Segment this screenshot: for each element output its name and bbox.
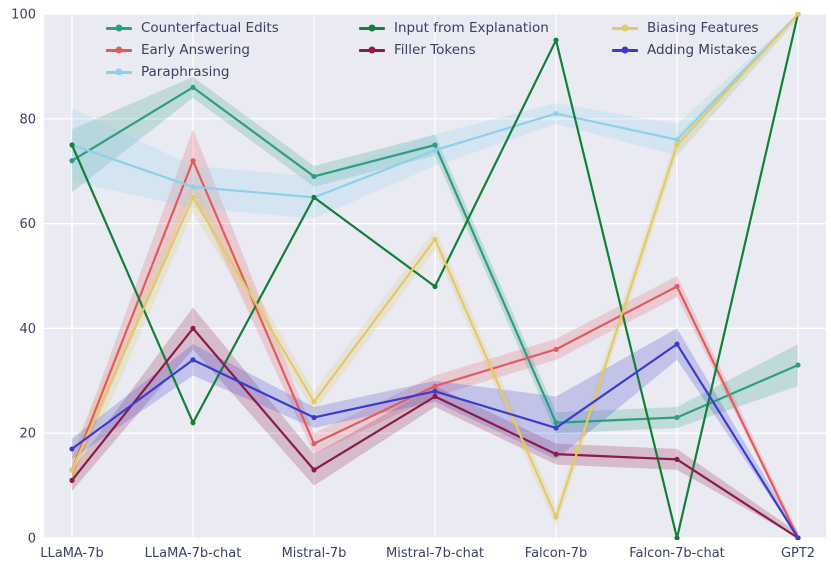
series-point bbox=[674, 456, 680, 462]
y-tick-label: 40 bbox=[19, 322, 36, 337]
series-point bbox=[553, 425, 559, 431]
series-point bbox=[553, 110, 559, 117]
series-point bbox=[190, 420, 196, 426]
series-point bbox=[795, 12, 801, 17]
series-point bbox=[311, 467, 317, 473]
series-point bbox=[674, 535, 680, 540]
series-point bbox=[674, 283, 680, 290]
series-point bbox=[553, 37, 559, 43]
x-tick-label: Falcon-7b-chat bbox=[629, 546, 725, 561]
ci-band bbox=[72, 328, 798, 538]
series-point bbox=[553, 514, 559, 520]
y-tick-label: 80 bbox=[19, 112, 36, 127]
x-tick-label: Mistral-7b bbox=[282, 546, 347, 561]
series-point bbox=[190, 357, 196, 363]
x-tick-label: GPT2 bbox=[781, 546, 815, 561]
series-point bbox=[432, 236, 438, 242]
y-tick-label: 0 bbox=[28, 532, 36, 547]
y-tick-label: 60 bbox=[19, 217, 36, 232]
series-point bbox=[311, 441, 317, 447]
x-tick-label: LLaMA-7b-chat bbox=[145, 546, 242, 561]
series-point bbox=[69, 142, 75, 148]
x-tick-label: LLaMA-7b bbox=[40, 546, 104, 561]
series-point bbox=[311, 414, 317, 421]
series-point bbox=[432, 283, 438, 290]
series-point bbox=[553, 451, 559, 457]
series-point bbox=[432, 147, 438, 153]
series-point bbox=[553, 346, 559, 352]
series-point bbox=[190, 158, 196, 164]
series-point bbox=[432, 388, 438, 394]
series-point bbox=[311, 194, 317, 200]
series-point bbox=[190, 84, 196, 90]
series-point bbox=[190, 194, 196, 200]
y-tick-label: 20 bbox=[19, 427, 36, 442]
x-tick-label: Mistral-7b-chat bbox=[386, 546, 484, 561]
series-point bbox=[674, 341, 680, 347]
series-point bbox=[190, 184, 196, 190]
series-point bbox=[674, 137, 680, 143]
series-point bbox=[69, 477, 75, 483]
series-point bbox=[553, 420, 559, 426]
series-point bbox=[674, 142, 680, 148]
series-point bbox=[69, 158, 75, 164]
plot-area bbox=[69, 12, 801, 540]
y-tick-label: 100 bbox=[11, 8, 36, 23]
series-point bbox=[432, 142, 438, 148]
x-tick-label: Falcon-7b bbox=[525, 546, 587, 561]
series-point bbox=[69, 467, 75, 473]
series-point bbox=[311, 399, 317, 405]
series-point bbox=[795, 362, 801, 368]
series-point bbox=[190, 325, 196, 331]
series-point bbox=[674, 414, 680, 421]
series-point bbox=[795, 535, 801, 540]
series-point bbox=[432, 383, 438, 389]
series-point bbox=[69, 446, 75, 452]
series-point bbox=[311, 173, 317, 180]
series-point bbox=[432, 393, 438, 400]
